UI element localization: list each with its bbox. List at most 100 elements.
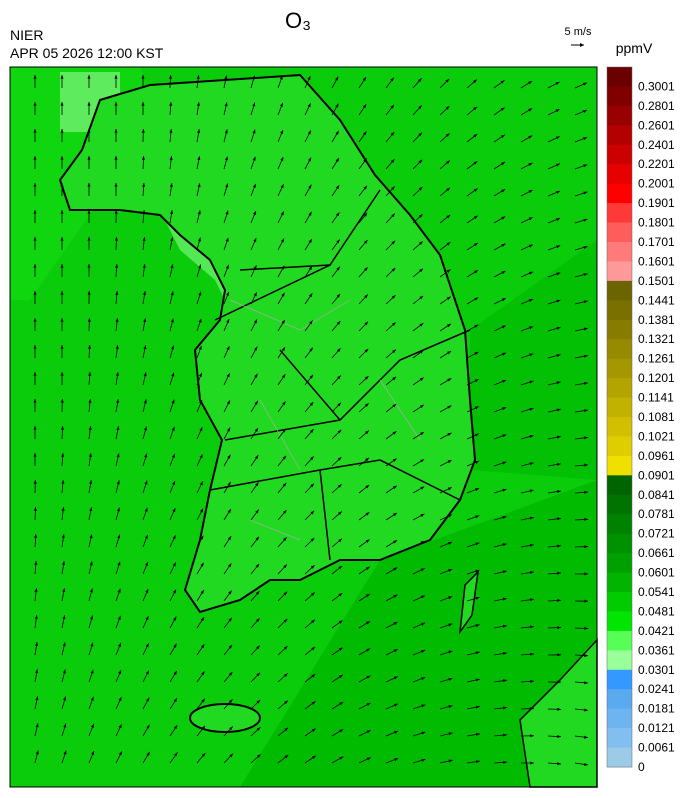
wind-arrow-head (309, 429, 314, 433)
wind-arrow-head (365, 593, 370, 598)
wind-arrow-head (366, 621, 371, 625)
wind-arrow-head (172, 589, 177, 594)
wind-arrow-head (117, 642, 121, 647)
wind-arrow-head (501, 162, 505, 166)
wind-arrow-head (201, 752, 206, 757)
wind-arrow-head (256, 618, 260, 623)
wind-arrow-head (61, 453, 65, 457)
wind-arrow-head (338, 647, 343, 651)
wind-arrow-head (502, 624, 507, 628)
colorbar-label: 0.1201 (638, 371, 675, 385)
wind-arrow-head (256, 699, 261, 704)
wind-arrow-head (448, 623, 453, 627)
wind-arrow-head (87, 264, 91, 268)
wind-arrow-head (60, 426, 65, 430)
wind-arrow-head (500, 107, 505, 111)
wind-arrow-head (393, 622, 398, 626)
wind-arrow-head (420, 486, 425, 490)
wind-arrow-head (447, 541, 452, 545)
wind-arrow-head (33, 480, 37, 484)
wind-arrow-head (392, 376, 397, 381)
wind-arrow-head (421, 650, 426, 653)
wind-arrow-head (145, 616, 149, 621)
wind-arrow-head (363, 131, 367, 136)
colorbar-frame (606, 66, 633, 768)
wind-arrow-head (475, 651, 480, 655)
wind-arrow-head (117, 561, 121, 566)
wind-arrow-head (145, 670, 149, 675)
wind-arrow-head (309, 401, 314, 406)
wind-arrow-head (146, 697, 150, 702)
wind-arrow-head (198, 291, 202, 296)
wind-arrow-head (280, 157, 284, 162)
wind-arrow-head (309, 347, 313, 352)
wind-arrow-head (503, 679, 507, 683)
wind-arrow-head (282, 401, 286, 406)
wind-arrow-head (283, 618, 288, 623)
wind-arrow-head (528, 135, 533, 139)
wind-arrow-head (529, 543, 534, 547)
wind-arrow-head (556, 490, 561, 494)
wind-arrow-head (33, 345, 37, 349)
wind-arrow-head (200, 617, 205, 622)
colorbar-segment (607, 708, 632, 729)
wind-arrow-head (170, 318, 174, 323)
colorbar-label: 0.1261 (638, 352, 675, 366)
wind-arrow-head (60, 75, 64, 79)
wind-arrow-head (255, 509, 259, 514)
wind-arrow-head (420, 459, 425, 463)
wind-arrow-head (63, 750, 67, 755)
colorbar-label: 0.0781 (638, 507, 675, 521)
wind-arrow-head (171, 426, 175, 431)
colorbar-label: 0.1901 (638, 196, 675, 210)
wind-arrow-head (142, 183, 146, 187)
wind-arrow-head (583, 354, 588, 358)
wind-arrow-head (115, 318, 119, 322)
wind-arrow-head (335, 103, 339, 108)
wind-arrow-head (393, 513, 397, 517)
wind-arrow-head (448, 732, 453, 736)
wind-arrow-head (502, 407, 507, 411)
colorbar-segment (607, 105, 632, 126)
wind-arrow-head (473, 134, 478, 138)
wind-arrow-head (557, 626, 561, 630)
wind-arrow-head (364, 267, 368, 272)
wind-arrow-head (557, 517, 561, 521)
wind-arrow-head (584, 653, 588, 658)
wind-arrow-head (33, 318, 37, 322)
wind-arrow-head (114, 129, 118, 133)
wind-arrow-head (33, 507, 37, 511)
colorbar-segment (607, 397, 632, 418)
wind-arrow-head (173, 670, 177, 675)
wind-arrow-head (118, 751, 122, 756)
colorbar-label: 0.0961 (638, 449, 675, 463)
colorbar-segment (607, 572, 632, 593)
wind-arrow-head (528, 271, 533, 275)
wind-arrow-head (584, 599, 588, 603)
wind-arrow-head (174, 752, 178, 757)
wind-arrow-head (392, 458, 397, 462)
wind-arrow-head (393, 540, 398, 544)
wind-arrow-head (365, 457, 370, 462)
wind-arrow-head (529, 462, 534, 466)
wind-arrow-head (196, 75, 200, 79)
wind-arrow-head (173, 616, 177, 621)
wind-arrow-head (143, 345, 147, 350)
wind-arrow-head (281, 347, 286, 352)
wind-arrow-head (446, 160, 450, 165)
wind-arrow-head (225, 237, 229, 242)
wind-arrow-head (475, 569, 480, 573)
wind-arrow-head (311, 701, 316, 705)
wind-arrow-head (556, 435, 561, 439)
wind-arrow-head (144, 480, 148, 485)
datetime: APR 05 2026 12:00 KST (10, 45, 164, 61)
wind-arrow-head (335, 130, 339, 135)
wind-arrow-head (117, 615, 121, 620)
wind-arrow-head (529, 380, 534, 384)
wind-arrow-head (530, 734, 534, 738)
colorbar-label: 0.2801 (638, 99, 675, 113)
wind-arrow-head (419, 404, 424, 409)
colorbar-segment (607, 417, 632, 437)
colorbar-label: 0.0481 (638, 604, 675, 618)
wind-arrow-head (200, 535, 204, 540)
